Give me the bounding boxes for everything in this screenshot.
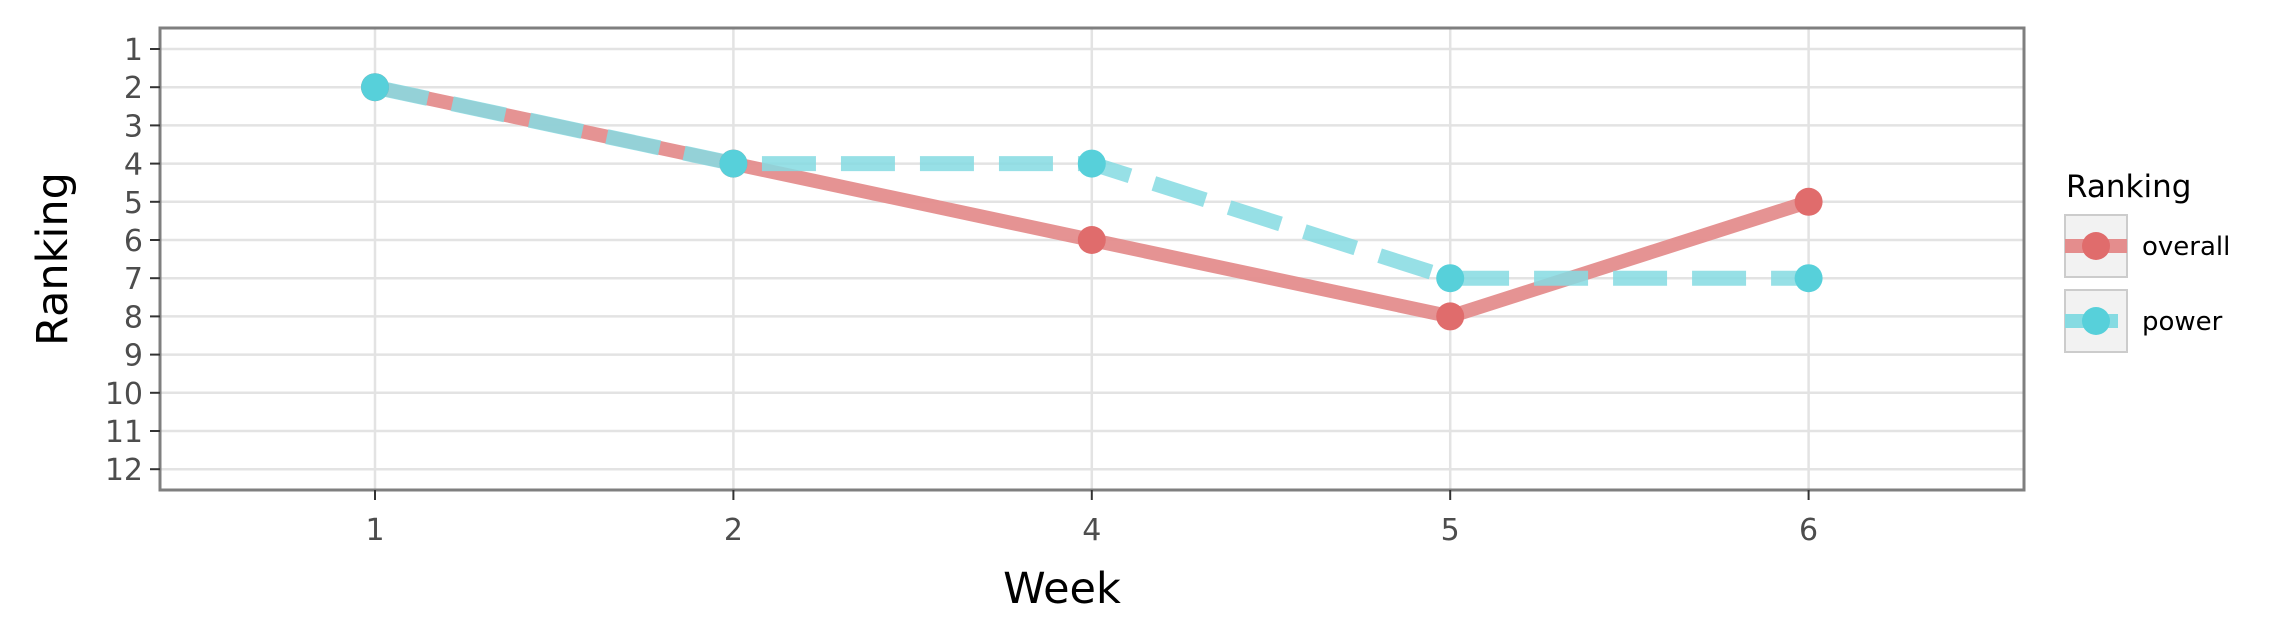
x-tick-label: 1 xyxy=(365,513,384,548)
y-tick-label: 5 xyxy=(124,186,143,221)
y-tick-label: 10 xyxy=(105,377,143,412)
overall-data-point xyxy=(1436,302,1465,331)
y-tick-label: 12 xyxy=(105,453,143,488)
y-axis-title: Ranking xyxy=(28,172,78,346)
y-tick-label: 1 xyxy=(124,33,143,68)
legend-items: overall power xyxy=(2064,214,2230,353)
overall-legend-label: overall xyxy=(2142,232,2230,262)
power-data-point xyxy=(1794,264,1823,293)
y-tick-label: 3 xyxy=(124,109,143,144)
x-tick-label: 4 xyxy=(1082,513,1101,548)
y-tick-label: 6 xyxy=(124,224,143,259)
y-tick-label: 4 xyxy=(124,148,143,183)
legend-title: Ranking xyxy=(2066,169,2191,205)
y-tick-label: 7 xyxy=(124,262,143,297)
x-tick-label: 6 xyxy=(1799,513,1818,548)
y-tick-label: 11 xyxy=(105,415,143,450)
power-legend-marker xyxy=(2082,307,2110,335)
power-data-point xyxy=(719,149,748,178)
x-tick-label: 2 xyxy=(724,513,743,548)
y-tick-label: 9 xyxy=(124,339,143,374)
overall-legend-marker xyxy=(2082,232,2110,260)
series-points xyxy=(361,73,1823,331)
power-data-point xyxy=(361,73,389,102)
x-tick-label: 5 xyxy=(1441,513,1460,548)
power-data-point xyxy=(1436,264,1465,293)
power-data-point xyxy=(1077,149,1106,178)
overall-data-point xyxy=(1794,187,1823,216)
power-legend-label: power xyxy=(2142,307,2223,337)
chart-legend: Ranking overall power xyxy=(2064,169,2230,353)
x-axis-title: Week xyxy=(1003,564,1121,614)
y-tick-label: 8 xyxy=(124,300,143,335)
y-tick-label: 2 xyxy=(124,71,143,106)
overall-data-point xyxy=(1077,226,1106,254)
